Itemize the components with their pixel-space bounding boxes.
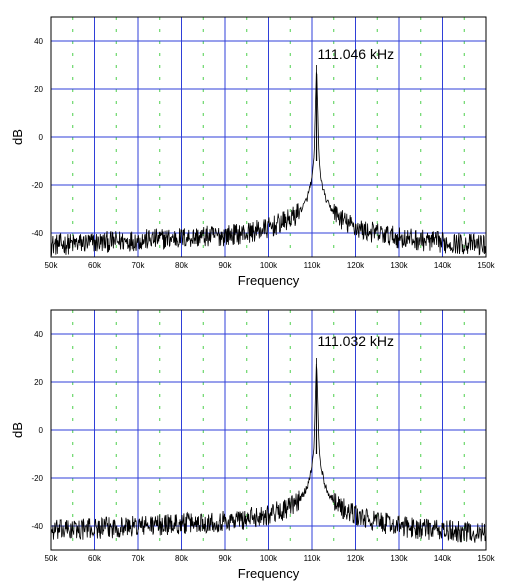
x-tick-label: 70k (132, 554, 146, 563)
y-axis-title: dB (10, 129, 25, 145)
x-tick-label: 120k (347, 261, 365, 270)
y-tick-label: 0 (39, 426, 44, 435)
x-tick-label: 100k (260, 554, 278, 563)
chart-svg-top: 40 20 0 -20 -40 50k 60k 70k 80k 90k 100k 110k 120k 13… (10, 16, 496, 288)
y-tick-label: -40 (31, 522, 43, 531)
x-tick-label: 150k (477, 554, 495, 563)
peak-annotation: 111.046 kHz (318, 46, 395, 62)
x-tick-label: 80k (175, 261, 189, 270)
spectrum-chart-top: 40 20 0 -20 -40 50k 60k 70k 80k 90k 100k 110k 120k 13… (0, 0, 511, 293)
x-tick-label: 50k (45, 261, 59, 270)
major-grid (51, 310, 486, 550)
x-tick-label: 130k (390, 261, 408, 270)
spectrum-trace (50, 357, 487, 543)
y-tick-label: 40 (34, 330, 43, 339)
x-tick-label: 110k (304, 554, 322, 563)
x-tick-label: 80k (175, 554, 189, 563)
x-tick-label: 120k (347, 554, 365, 563)
x-axis-title: Frequency (238, 566, 300, 581)
y-tick-label: -40 (31, 229, 43, 238)
y-tick-label: 0 (39, 133, 44, 142)
x-tick-label: 140k (434, 261, 452, 270)
y-axis-title: dB (10, 422, 25, 438)
x-tick-label: 50k (45, 554, 59, 563)
major-grid (51, 17, 486, 257)
y-tick-label: -20 (31, 181, 43, 190)
x-tick-label: 130k (390, 554, 408, 563)
x-tick-label: 60k (88, 261, 102, 270)
x-tick-label: 60k (88, 554, 102, 563)
x-tick-label: 100k (260, 261, 278, 270)
y-tick-label: -20 (31, 474, 43, 483)
x-tick-label: 90k (219, 554, 233, 563)
x-tick-label: 90k (219, 261, 233, 270)
spectrum-trace (50, 64, 487, 256)
x-tick-label: 150k (477, 261, 495, 270)
x-tick-label: 70k (132, 261, 146, 270)
y-tick-label: 40 (34, 37, 43, 46)
spectrum-chart-bottom: 40 20 0 -20 -40 50k 60k 70k 80k 90k 100k 110k 120k 13… (0, 293, 511, 586)
y-tick-label: 20 (34, 85, 43, 94)
plot-frame (50, 16, 487, 258)
chart-svg-bottom: 40 20 0 -20 -40 50k 60k 70k 80k 90k 100k 110k 120k 13… (10, 309, 496, 581)
y-tick-label: 20 (34, 378, 43, 387)
x-tick-label: 140k (434, 554, 452, 563)
x-tick-label: 110k (304, 261, 322, 270)
x-axis-title: Frequency (238, 273, 300, 288)
plot-frame (50, 309, 487, 551)
peak-annotation: 111.032 kHz (317, 333, 394, 349)
